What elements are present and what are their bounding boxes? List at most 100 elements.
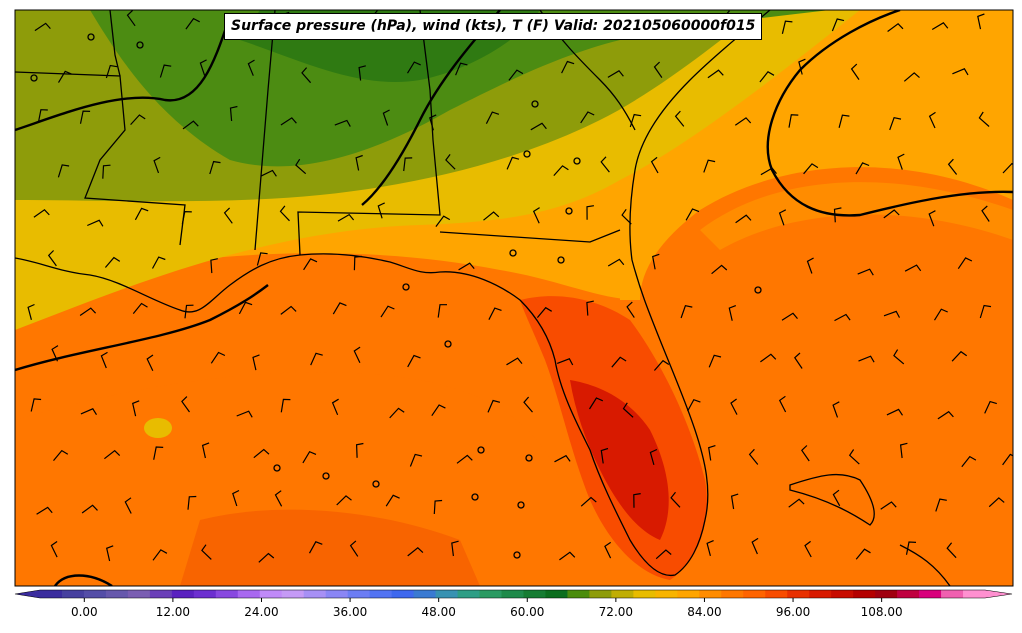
- wind-barb: [485, 111, 500, 124]
- wind-barb: [27, 303, 35, 320]
- wind-barb: [30, 398, 42, 412]
- wind-barb: [295, 158, 307, 175]
- wind-barb: [102, 164, 111, 179]
- calm-wind-station: [525, 454, 533, 462]
- wind-barb: [57, 70, 72, 83]
- wind-barb: [236, 410, 253, 418]
- wind-barb: [607, 258, 625, 267]
- coastline-bahamas-south: [899, 544, 951, 586]
- wind-barb: [600, 447, 609, 464]
- wind-barb: [355, 442, 364, 458]
- colorbar-segment: [281, 590, 305, 598]
- wind-barb: [981, 205, 990, 222]
- wind-barb: [105, 64, 118, 79]
- wind-barb: [80, 408, 98, 416]
- wind-barb: [126, 10, 136, 27]
- wind-barb: [886, 408, 904, 416]
- wind-barb: [556, 358, 574, 366]
- temperature-spot: [144, 418, 172, 438]
- isobar-southwest: [54, 574, 113, 586]
- wind-barb: [455, 62, 468, 76]
- wind-barb: [586, 205, 594, 220]
- wind-barbs: [27, 10, 1013, 563]
- wind-barb: [748, 448, 759, 465]
- wind-barb: [834, 313, 851, 322]
- wind-barb: [850, 63, 860, 80]
- wind-barb: [905, 541, 917, 555]
- wind-barb: [258, 552, 275, 563]
- wind-barb: [951, 350, 968, 362]
- wind-barb: [794, 352, 803, 369]
- wind-barb: [353, 346, 361, 363]
- calm-wind-station: [509, 249, 517, 257]
- calm-wind-station: [402, 283, 410, 291]
- wind-barb: [358, 65, 366, 81]
- colorbar-segment: [941, 590, 964, 598]
- wind-barb: [104, 256, 121, 268]
- wind-barb: [947, 158, 958, 175]
- wind-barb: [937, 410, 954, 420]
- wind-barb: [280, 398, 291, 413]
- colorbar-segment: [61, 590, 85, 598]
- wind-barb: [988, 497, 1005, 508]
- wind-barb: [53, 449, 69, 461]
- wind-barb: [407, 547, 424, 557]
- colorbar-segment: [413, 590, 437, 598]
- wind-barb: [458, 262, 475, 271]
- colorbar-extend-low: [15, 590, 40, 598]
- wind-barb: [806, 257, 814, 274]
- wind-barb: [935, 498, 947, 512]
- wind-barb: [781, 312, 798, 321]
- map-borders: [15, 10, 951, 586]
- wind-barb: [187, 495, 197, 510]
- wind-barb: [506, 156, 520, 170]
- wind-barb: [899, 442, 908, 459]
- colorbar-segment: [40, 590, 63, 598]
- colorbar-segment: [545, 590, 569, 598]
- wind-barb: [984, 400, 997, 414]
- isobar-gulf: [15, 284, 269, 372]
- wind-barb: [832, 401, 840, 418]
- wind-barb: [561, 60, 575, 74]
- map-frame: [14, 9, 1014, 587]
- wind-barb: [883, 209, 900, 219]
- wind-barb: [833, 207, 842, 223]
- wind-barb: [280, 117, 297, 126]
- wind-barb: [670, 491, 681, 508]
- wind-barb: [445, 154, 456, 170]
- wind-barb: [134, 207, 149, 221]
- colorbar-segment: [501, 590, 525, 598]
- calm-wind-station: [322, 472, 330, 480]
- colorbar-segment: [765, 590, 788, 598]
- colorbar-segment: [303, 590, 327, 598]
- colorbar-segment: [897, 590, 920, 598]
- colorbar-segment: [105, 590, 129, 598]
- wind-barb: [336, 495, 352, 506]
- border-alabama-georgia: [297, 10, 441, 256]
- calm-wind-station: [517, 501, 525, 509]
- wind-barb: [36, 506, 53, 515]
- wind-barb: [751, 537, 759, 555]
- wind-barb: [897, 153, 905, 170]
- wind-barb: [928, 210, 936, 227]
- calm-wind-station: [444, 340, 452, 348]
- wind-barb: [831, 18, 845, 32]
- wind-barb: [848, 449, 860, 465]
- wind-barb: [201, 544, 212, 560]
- wind-barb: [703, 159, 716, 173]
- colorbar-segment: [435, 590, 459, 598]
- temperature-gulf-south: [180, 509, 480, 586]
- wind-barb: [788, 114, 799, 128]
- wind-barb: [798, 58, 806, 75]
- wind-barb: [124, 497, 132, 514]
- wind-barb: [130, 114, 146, 126]
- wind-barb: [801, 445, 810, 462]
- colorbar-segment: [831, 590, 854, 598]
- calm-wind-station: [372, 480, 380, 488]
- calm-wind-station: [565, 207, 573, 215]
- wind-barb: [978, 111, 990, 127]
- colorbar-tick-label: 96.00: [776, 605, 810, 619]
- wind-barb: [301, 67, 312, 84]
- wind-barb: [353, 255, 362, 271]
- wind-barb: [804, 540, 812, 558]
